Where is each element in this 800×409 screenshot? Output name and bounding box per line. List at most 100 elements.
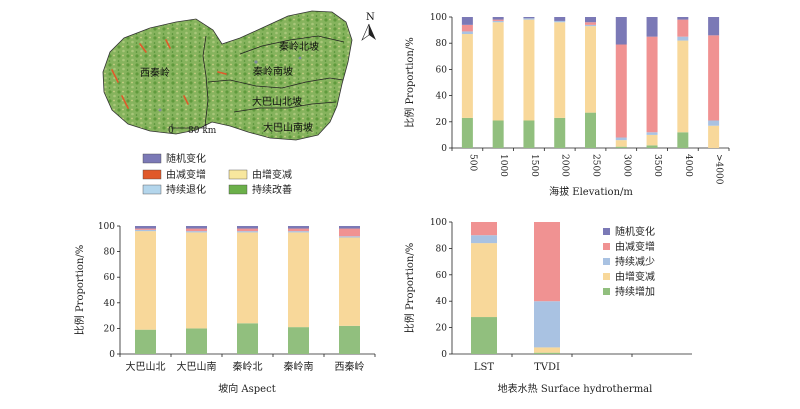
y-tick-label: 80 [104, 248, 116, 258]
x-tick-label: 2500 [591, 154, 601, 177]
bar-segment [471, 317, 497, 354]
legend-swatch [228, 184, 248, 195]
legend-label: 持续增加 [615, 285, 655, 298]
bar-segment [339, 236, 360, 238]
x-tick-label: LST [474, 362, 494, 373]
bar-segment [471, 222, 497, 236]
legend-label: 持续改善 [252, 183, 292, 196]
scale-value: 80 km [188, 126, 217, 136]
bar-segment [646, 145, 658, 148]
bar-segment [585, 17, 596, 23]
x-tick-label: 3000 [621, 154, 631, 177]
legend-label: 由增变减 [252, 168, 292, 181]
bar-segment [585, 26, 596, 113]
legend-label: 随机变化 [615, 225, 655, 238]
bar-segment [534, 301, 560, 348]
bar-segment [677, 17, 689, 20]
y-tick-label: 80 [436, 39, 448, 49]
legend-label: 持续退化 [166, 183, 206, 196]
bar-segment [288, 228, 309, 232]
region-label-daba-north: 大巴山北坡 [252, 95, 302, 108]
region-boundary [233, 101, 337, 113]
y-tick-label: 0 [109, 350, 115, 360]
bar-segment [339, 325, 360, 354]
legend-label: 持续减少 [615, 255, 655, 268]
x-tick-label: >4000 [714, 154, 724, 185]
y-tick-label: 20 [436, 118, 448, 128]
x-tick-label: 4000 [683, 154, 693, 177]
bar-segment [135, 228, 156, 230]
bar-segment [461, 34, 473, 118]
legend-swatch [228, 169, 248, 180]
x-tick-label: 500 [467, 154, 477, 171]
y-tick-label: 80 [436, 244, 448, 254]
bar-segment [461, 117, 473, 148]
bar-segment [492, 120, 504, 148]
bar-segment [615, 17, 627, 45]
y-axis-title: 比例 Proportion/% [73, 245, 86, 335]
bar-segment [708, 120, 720, 126]
legend-swatch [142, 169, 162, 180]
x-tick-label: 3500 [652, 154, 662, 177]
bar-segment [471, 235, 497, 244]
bar-segment [186, 232, 207, 329]
legend-swatch [603, 243, 610, 250]
bar-segment [646, 36, 658, 133]
bar-segment [615, 140, 627, 147]
y-tick-label: 40 [104, 299, 116, 309]
y-tick-label: 0 [441, 144, 447, 154]
legend-swatch [603, 273, 610, 280]
bar-segment [646, 17, 658, 37]
region-label-qinling-south: 秦岭南坡 [253, 65, 293, 78]
legend-swatch [603, 258, 610, 265]
scale-bar: 0 80 km [168, 124, 217, 136]
legend-label: 随机变化 [166, 152, 206, 165]
north-arrow-label: N [366, 12, 375, 23]
bar-segment [186, 328, 207, 354]
bar-segment [523, 18, 535, 20]
map-panel: 西秦岭 秦岭北坡 秦岭南坡 大巴山北坡 大巴山南坡 N 0 80 km 随机变化… [102, 10, 376, 196]
y-tick-label: 60 [436, 65, 448, 75]
bar-segment [492, 20, 504, 23]
bar-segment [646, 134, 658, 146]
bar-segment [615, 137, 627, 141]
bar-segment [461, 24, 473, 32]
bar-segment [646, 132, 658, 135]
chart-hydrothermal: 0 20 40 60 80 100 LST TVDI 地表水热 Surface hydrothe… [403, 218, 692, 395]
change-hotspots [111, 39, 227, 109]
bar-segment [237, 323, 258, 354]
bar-segment [615, 44, 627, 138]
bar-segment [534, 347, 560, 353]
region-boundary [202, 35, 209, 127]
bar-segment [708, 17, 720, 36]
bar-segment [492, 19, 504, 21]
bar-segment [585, 22, 596, 25]
x-tick-label: 大巴山南 [177, 360, 217, 373]
x-tick-label: 1000 [498, 154, 508, 177]
bar-segment [237, 226, 258, 229]
bar-segment [339, 226, 360, 229]
bar-segment [554, 17, 566, 21]
bar-segment [135, 229, 156, 232]
region-boundary [207, 77, 344, 89]
bar-segment [492, 17, 504, 20]
x-tick-label: 1500 [529, 154, 539, 177]
y-tick-label: 100 [98, 222, 115, 232]
bar-segment [523, 17, 535, 19]
bar-segment [585, 112, 596, 148]
region-boundary [239, 35, 345, 55]
map-legend: 随机变化 由减变增 由增变减 持续退化 持续改善 [142, 152, 292, 196]
x-axis-title: 地表水热 Surface hydrothermal [498, 382, 653, 395]
x-tick-label: 秦岭北 [233, 360, 263, 373]
bar-segment [135, 329, 156, 354]
purple-patches [158, 56, 302, 112]
region-label-west-qinling: 西秦岭 [140, 66, 170, 79]
y-tick-label: 40 [436, 92, 448, 102]
bar-segment [554, 20, 566, 23]
bar-segment [186, 226, 207, 229]
bar-segment [288, 232, 309, 328]
north-arrow-icon: N [361, 12, 376, 41]
legend-swatch [603, 288, 610, 295]
x-tick-label: TVDI [534, 362, 560, 373]
